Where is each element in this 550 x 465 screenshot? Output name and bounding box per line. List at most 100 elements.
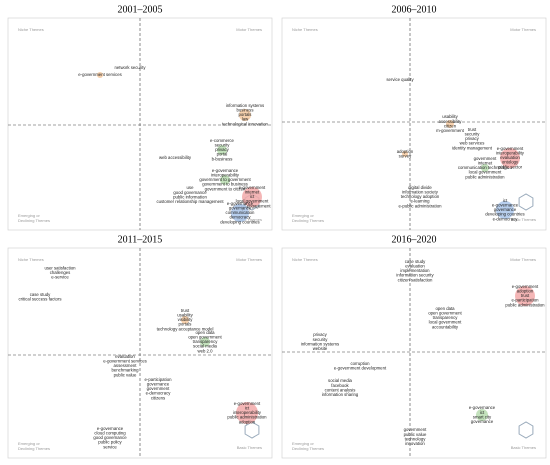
quadrant-label: Declining Themes: [292, 446, 324, 451]
theme-term: cloud computing: [94, 431, 126, 436]
theme-term: ict: [503, 198, 508, 203]
logo-icon: [518, 421, 534, 439]
theme-term: e-government: [239, 185, 266, 190]
theme-term: open government: [188, 335, 222, 340]
theme-term: technological innovation: [222, 121, 268, 126]
theme-cluster: web accessibility: [159, 155, 192, 160]
quadrant-label: Motor Themes: [236, 257, 262, 262]
cluster-bubble: [236, 402, 258, 424]
theme-term: ict: [250, 194, 255, 199]
theme-term: government to citizen: [205, 186, 246, 191]
theme-term: web services: [460, 141, 485, 146]
quadrant-label: Basic Themes: [237, 445, 262, 450]
theme-term: citizens: [151, 395, 165, 400]
theme-term: case study: [405, 259, 426, 264]
theme-term: privacy: [215, 147, 229, 152]
theme-term: e-commerce: [210, 138, 234, 143]
theme-term: ict: [480, 410, 485, 415]
theme-cluster: usabilityaccessibilitycitizenm-governmen…: [436, 114, 465, 133]
theme-term: public value: [114, 372, 137, 377]
theme-term: communication: [226, 210, 256, 215]
theme-term: service: [103, 444, 117, 449]
theme-term: e-governance: [227, 201, 254, 206]
theme-term: network security: [114, 65, 146, 70]
theme-term: open data: [435, 306, 455, 311]
theme-term: information systems: [301, 341, 339, 346]
theme-term: public administration: [227, 415, 267, 420]
theme-term: government to government: [199, 177, 251, 182]
cluster-bubble: [402, 151, 408, 157]
theme-term: public sector: [498, 164, 523, 169]
cluster-bubble: [231, 204, 249, 222]
quadrant-label: Emerging or: [292, 441, 314, 446]
theme-term: security: [465, 132, 481, 137]
theme-term: adoption: [239, 419, 256, 424]
theme-term: internet: [245, 190, 260, 195]
panel: 2006–2010 Niche Themes Motor Themes Emergin…: [281, 4, 547, 231]
theme-term: government: [147, 386, 170, 391]
theme-term: information society: [402, 190, 439, 195]
theme-term: internet: [478, 161, 493, 166]
theme-term: good governance: [173, 190, 207, 195]
cluster-bubble: [181, 316, 189, 324]
theme-term: accessibility: [439, 119, 463, 124]
theme-term: m-government: [436, 128, 465, 133]
theme-term: digital divide: [408, 185, 432, 190]
quadrant-label: Declining Themes: [18, 446, 50, 451]
cluster-bubble: [515, 286, 535, 306]
theme-cluster: service quality: [386, 77, 414, 82]
theme-term: interoperability: [233, 410, 262, 415]
theme-term: information sharing: [322, 392, 359, 397]
theme-term: transparency: [193, 339, 219, 344]
theme-term: privacy: [313, 332, 327, 337]
theme-term: information systems: [226, 103, 264, 108]
cluster-bubble: [500, 148, 520, 168]
theme-term: identity management: [452, 145, 493, 150]
theme-term: survey: [399, 153, 413, 158]
theme-term: adoption: [517, 289, 534, 294]
theme-term: citizen satisfaction: [398, 277, 433, 282]
theme-term: innovation: [405, 441, 425, 446]
panel-frame: [281, 17, 547, 231]
theme-term: smart city: [473, 414, 492, 419]
theme-cluster: network security: [114, 65, 146, 70]
theme-term: e-democracy: [493, 216, 519, 221]
theme-term: public information: [173, 194, 207, 199]
theme-cluster: case studyevaluationimplementationinform…: [396, 259, 434, 282]
theme-term: e-government services: [103, 359, 146, 364]
theme-term: open data: [195, 330, 215, 335]
theme-term: social media: [328, 378, 352, 383]
theme-term: visibility: [178, 317, 194, 322]
theme-term: e-service: [51, 275, 69, 280]
panel-title: 2016–2020: [392, 234, 437, 245]
theme-term: local government: [469, 170, 503, 175]
theme-term: social media: [193, 344, 217, 349]
theme-term: interoperability: [496, 151, 525, 156]
theme-term: information security: [396, 273, 434, 278]
theme-term: service quality: [386, 77, 414, 82]
theme-term: trust: [521, 293, 530, 298]
theme-term: e-government: [234, 401, 261, 406]
quadrant-label: Niche Themes: [292, 27, 318, 32]
theme-term: challenges: [50, 270, 71, 275]
theme-cluster: e-governancegovernancecommunicationdemoc…: [220, 201, 259, 224]
theme-term: security: [215, 143, 231, 148]
theme-term: citizen: [444, 123, 457, 128]
theme-cluster: trustusabilityvisibilityportalstechnolog…: [157, 308, 214, 331]
theme-term: critical success factors: [19, 296, 62, 301]
theme-term: benchmarking: [112, 368, 140, 373]
theme-term: website: [313, 346, 328, 351]
theme-term: e-government: [512, 284, 539, 289]
panel-title: 2006–2010: [392, 4, 437, 15]
theme-term: ontology: [502, 160, 519, 165]
cluster-bubble: [239, 109, 251, 121]
